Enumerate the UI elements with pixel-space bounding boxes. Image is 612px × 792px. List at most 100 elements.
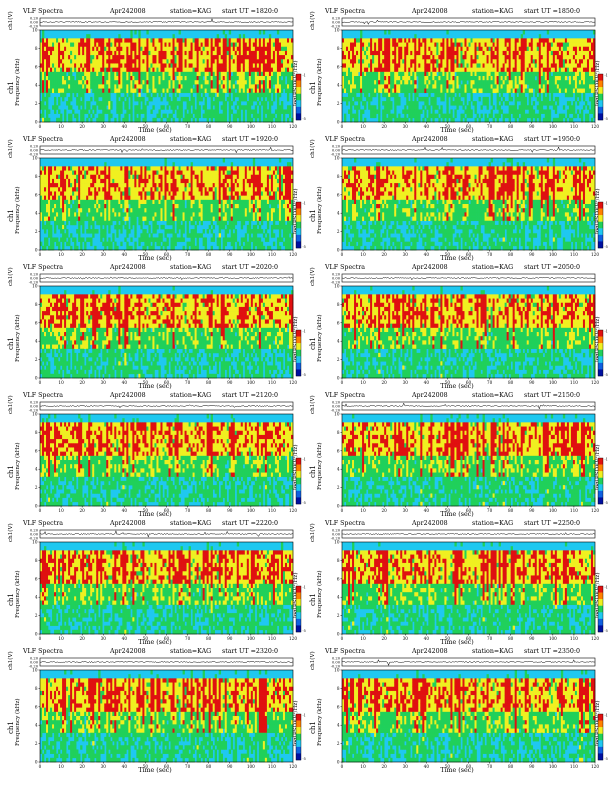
colorbar-segment bbox=[598, 592, 603, 600]
colorbar-segment bbox=[296, 241, 301, 249]
y-tick-label: 2 bbox=[337, 741, 340, 746]
colorbar-segment bbox=[598, 356, 603, 364]
colorbar-segment bbox=[296, 612, 301, 620]
y-tick-label: 2 bbox=[337, 229, 340, 234]
trace-tick-label: -0.20 bbox=[29, 25, 39, 29]
colorbar-tick-label: -1 bbox=[303, 202, 306, 206]
y-tick-label: 6 bbox=[35, 704, 38, 709]
x-tick-label: 80 bbox=[206, 764, 212, 769]
spectrogram-panel: VLF Spectra Apr242008 station=KAG start UT … bbox=[309, 264, 608, 391]
trace-tick-label: 0.00 bbox=[332, 277, 341, 281]
colorbar-tick-label: -5 bbox=[303, 245, 306, 249]
colorbar-segment bbox=[598, 202, 603, 209]
time-xlabel: Time (sec) bbox=[412, 511, 502, 518]
x-tick-label: 20 bbox=[381, 636, 387, 641]
x-tick-label: 40 bbox=[122, 508, 128, 513]
x-tick-label: 100 bbox=[247, 252, 255, 257]
x-tick-label: 60 bbox=[466, 764, 472, 769]
trace-frame bbox=[39, 401, 294, 411]
colorbar-tick-label: -5 bbox=[303, 501, 306, 505]
y-tick-label: 6 bbox=[35, 320, 38, 325]
panel-station: station=KAG bbox=[170, 648, 211, 655]
trace-tick-label: -0.20 bbox=[29, 537, 39, 541]
panel-station: station=KAG bbox=[170, 136, 211, 143]
x-tick-label: 30 bbox=[101, 764, 107, 769]
panel-start-ut: start UT =1820:0 bbox=[222, 8, 278, 15]
x-tick-label: 70 bbox=[185, 252, 191, 257]
trace-tick-label: 0.20 bbox=[30, 145, 39, 149]
x-tick-label: 10 bbox=[58, 252, 64, 257]
x-tick-label: 120 bbox=[591, 636, 599, 641]
trace-tick-label: 0.00 bbox=[332, 533, 341, 537]
colorbar-segment bbox=[296, 208, 301, 216]
colorbar-tick-label: -5 bbox=[303, 373, 306, 377]
time-xlabel: Time (sec) bbox=[110, 511, 200, 518]
y-tick-label: 8 bbox=[337, 430, 340, 435]
colorbar-tick-label: -1 bbox=[303, 586, 306, 590]
x-tick-label: 70 bbox=[487, 252, 493, 257]
colorbar-segment bbox=[598, 113, 603, 121]
x-tick-label: 60 bbox=[164, 764, 170, 769]
panel-start-ut: start UT =2250:0 bbox=[524, 520, 580, 527]
colorbar-frame bbox=[295, 329, 302, 377]
y-tick-label: 4 bbox=[35, 339, 38, 344]
x-tick-label: 120 bbox=[289, 636, 297, 641]
colorbar-segment bbox=[296, 330, 301, 337]
trace-tick-label: -0.20 bbox=[331, 281, 341, 285]
panel-start-ut: start UT =1920:0 bbox=[222, 136, 278, 143]
x-tick-label: 70 bbox=[185, 764, 191, 769]
panel-station: station=KAG bbox=[472, 136, 513, 143]
trace-tick-label: 0.00 bbox=[332, 21, 341, 25]
colorbar-segment bbox=[296, 228, 301, 236]
x-tick-label: 10 bbox=[360, 124, 366, 129]
x-tick-label: 70 bbox=[185, 508, 191, 513]
spectrogram-cells bbox=[342, 542, 596, 635]
y-tick-label: 4 bbox=[35, 467, 38, 472]
colorbar-segment bbox=[296, 343, 301, 350]
x-tick-label: 120 bbox=[591, 764, 599, 769]
colorbar-segment bbox=[598, 599, 603, 606]
x-tick-label: 50 bbox=[143, 380, 149, 385]
x-tick-label: 0 bbox=[341, 252, 344, 257]
x-tick-label: 90 bbox=[529, 380, 535, 385]
x-tick-label: 60 bbox=[466, 636, 472, 641]
colorbar-frame bbox=[597, 713, 604, 761]
x-tick-label: 120 bbox=[289, 124, 297, 129]
panel-date: Apr242008 bbox=[412, 520, 448, 527]
x-tick-label: 0 bbox=[341, 764, 344, 769]
colorbar-segment bbox=[296, 336, 301, 344]
y-tick-label: 2 bbox=[337, 485, 340, 490]
colorbar-segment bbox=[296, 733, 301, 741]
spectrogram-cells bbox=[40, 542, 294, 635]
panel-station: station=KAG bbox=[170, 392, 211, 399]
y-tick-label: 8 bbox=[35, 174, 38, 179]
x-tick-label: 10 bbox=[360, 252, 366, 257]
trace-tick-label: 0.20 bbox=[332, 273, 341, 277]
x-tick-label: 10 bbox=[360, 764, 366, 769]
y-tick-label: 6 bbox=[337, 320, 340, 325]
x-tick-label: 40 bbox=[424, 508, 430, 513]
y-tick-label: 10 bbox=[32, 156, 38, 161]
colorbar-frame bbox=[295, 713, 302, 761]
colorbar-segment bbox=[598, 221, 603, 229]
colorbar-tick-label: -5 bbox=[303, 117, 306, 121]
colorbar-tick-label: -1 bbox=[605, 74, 608, 78]
y-tick-label: 0 bbox=[337, 632, 340, 637]
panel-title: VLF Spectra bbox=[325, 392, 365, 399]
panel-start-ut: start UT =2120:0 bbox=[222, 392, 278, 399]
x-tick-label: 10 bbox=[58, 764, 64, 769]
panel-title: VLF Spectra bbox=[325, 136, 365, 143]
y-tick-label: 8 bbox=[337, 174, 340, 179]
trace-tick-label: 0.20 bbox=[332, 145, 341, 149]
y-tick-label: 6 bbox=[337, 448, 340, 453]
x-tick-label: 100 bbox=[247, 636, 255, 641]
colorbar-frame bbox=[597, 201, 604, 249]
y-tick-label: 4 bbox=[337, 339, 340, 344]
spectrogram-panel: VLF Spectra Apr242008 station=KAG start UT … bbox=[309, 520, 608, 647]
colorbar-segment bbox=[598, 740, 603, 748]
colorbar-segment bbox=[296, 349, 301, 357]
x-tick-label: 20 bbox=[79, 764, 85, 769]
